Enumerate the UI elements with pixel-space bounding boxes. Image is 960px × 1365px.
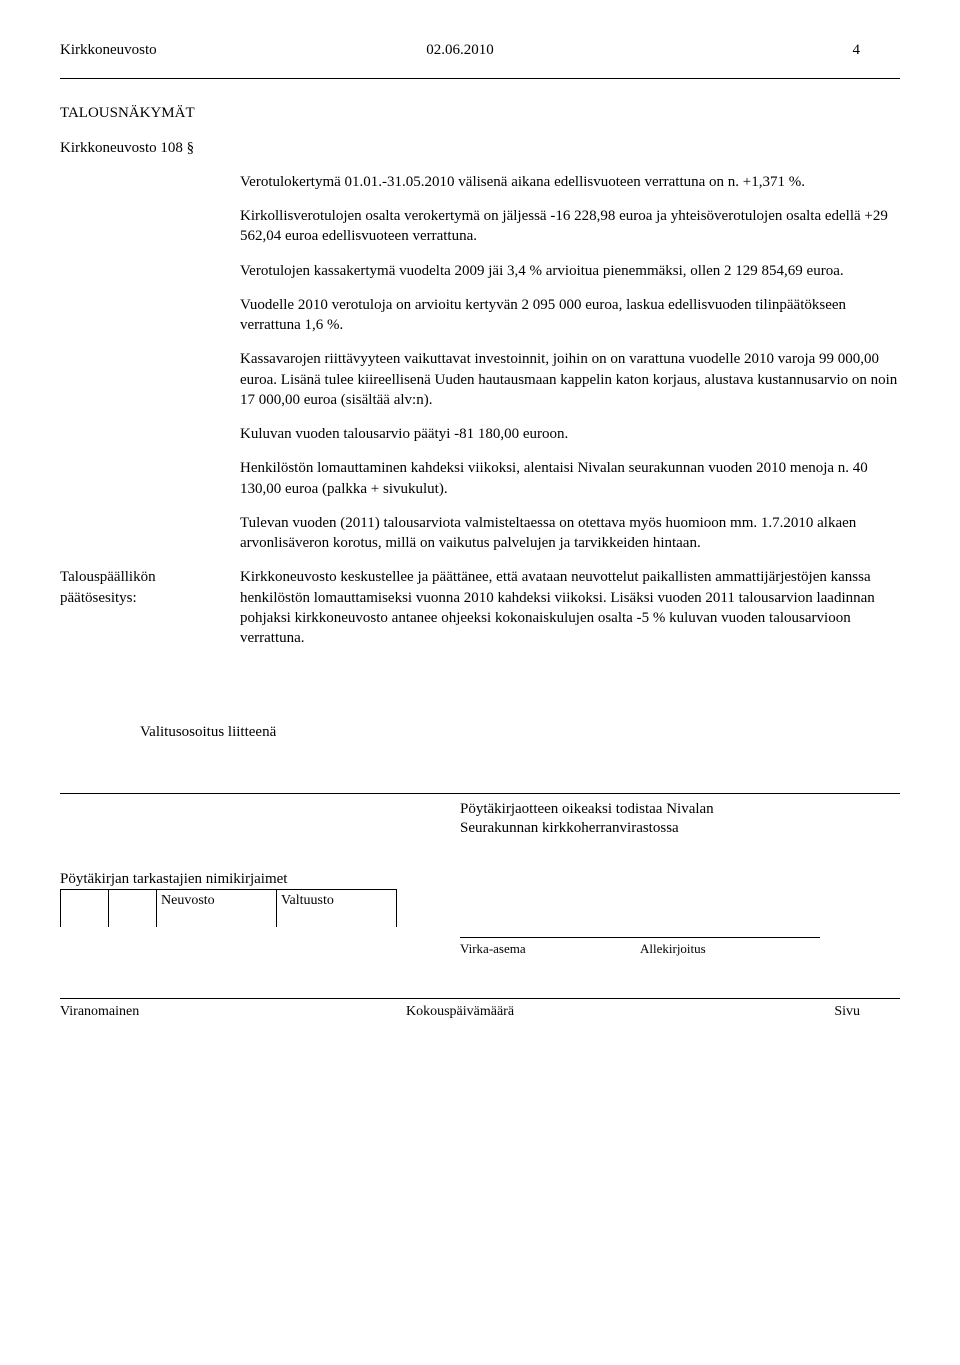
signature-line bbox=[460, 937, 820, 938]
header-authority: Kirkkoneuvosto bbox=[60, 40, 327, 60]
signature-col-label: Valtuusto bbox=[277, 889, 397, 927]
attachment-note: Valitusosoitus liitteenä bbox=[140, 722, 900, 742]
body-text: Verotulokertymä 01.01.-31.05.2010 välise… bbox=[240, 172, 900, 554]
section-title: TALOUSNÄKYMÄT bbox=[60, 103, 900, 123]
signature-title: Pöytäkirjan tarkastajien nimikirjaimet bbox=[60, 869, 900, 889]
paragraph: Vuodelle 2010 verotuloja on arvioitu ker… bbox=[240, 295, 900, 336]
paragraph: Tulevan vuoden (2011) talousarviota valm… bbox=[240, 513, 900, 554]
signature-line-block: Virka-asema Allekirjoitus bbox=[460, 937, 900, 958]
paragraph: Henkilöstön lomauttaminen kahdeksi viiko… bbox=[240, 458, 900, 499]
decision-text: Kirkkoneuvosto keskustellee ja päättänee… bbox=[240, 567, 900, 648]
decision-row: Talouspäällikön päätösesitys: Kirkkoneuv… bbox=[60, 567, 900, 662]
page-footer: Viranomainen Kokouspäivämäärä Sivu bbox=[60, 1003, 900, 1022]
ote-line: Pöytäkirjaotteen oikeaksi todistaa Nival… bbox=[460, 800, 900, 820]
signature-block: Pöytäkirjan tarkastajien nimikirjaimet N… bbox=[60, 869, 900, 928]
signature-table: Neuvosto Valtuusto bbox=[60, 889, 397, 928]
footer-divider bbox=[60, 998, 900, 999]
signature-col-label: Neuvosto bbox=[157, 889, 277, 927]
initials-cell bbox=[61, 889, 109, 927]
paragraph: Verotulojen kassakertymä vuodelta 2009 j… bbox=[240, 261, 900, 281]
footer-page-label: Sivu bbox=[593, 1003, 900, 1022]
section-subtitle: Kirkkoneuvosto 108 § bbox=[60, 138, 900, 158]
page-header: Kirkkoneuvosto 02.06.2010 4 bbox=[60, 40, 900, 60]
header-date: 02.06.2010 bbox=[327, 40, 594, 60]
initials-cell bbox=[109, 889, 157, 927]
sig-field-label: Virka-asema bbox=[460, 940, 640, 958]
decision-label-line: Talouspäällikön bbox=[60, 567, 240, 587]
ote-line: Seurakunnan kirkkoherranvirastossa bbox=[460, 819, 900, 839]
paragraph: Kassavarojen riittävyyteen vaikuttavat i… bbox=[240, 349, 900, 410]
paragraph: Kirkollisverotulojen osalta verokertymä … bbox=[240, 206, 900, 247]
header-page-number: 4 bbox=[593, 40, 900, 60]
signature-field-labels: Virka-asema Allekirjoitus bbox=[460, 940, 820, 958]
footer-authority: Viranomainen bbox=[60, 1003, 327, 1022]
paragraph: Kuluvan vuoden talousarvio päätyi -81 18… bbox=[240, 424, 900, 444]
decision-content: Kirkkoneuvosto keskustellee ja päättänee… bbox=[240, 567, 900, 662]
sig-field-label: Allekirjoitus bbox=[640, 940, 820, 958]
divider bbox=[60, 793, 900, 794]
paragraph: Verotulokertymä 01.01.-31.05.2010 välise… bbox=[240, 172, 900, 192]
header-divider bbox=[60, 78, 900, 79]
decision-label-line: päätösesitys: bbox=[60, 588, 240, 608]
decision-label: Talouspäällikön päätösesitys: bbox=[60, 567, 240, 662]
extract-certification: Pöytäkirjaotteen oikeaksi todistaa Nival… bbox=[460, 800, 900, 839]
footer-date-label: Kokouspäivämäärä bbox=[327, 1003, 594, 1022]
